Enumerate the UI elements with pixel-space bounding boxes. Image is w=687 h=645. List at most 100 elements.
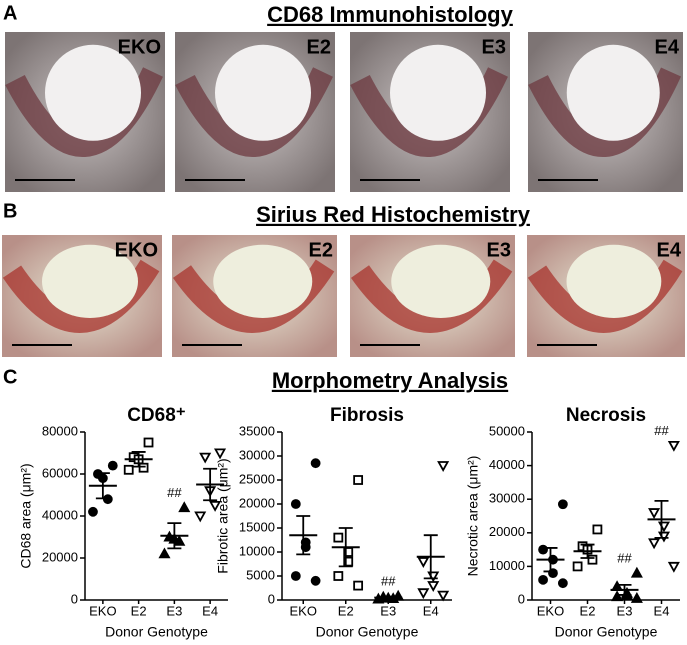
data-point bbox=[290, 499, 301, 509]
y-tick-label: 20000 bbox=[239, 495, 275, 510]
data-point bbox=[417, 588, 430, 600]
lumen bbox=[215, 44, 311, 141]
x-tick-label: EKO bbox=[290, 603, 317, 618]
lumen bbox=[566, 244, 662, 318]
x-tick-label: E4 bbox=[423, 603, 439, 618]
y-tick-label: 0 bbox=[518, 591, 525, 606]
lumen bbox=[42, 244, 138, 318]
image-label: E2 bbox=[307, 36, 331, 58]
data-point bbox=[538, 574, 548, 585]
error-bar bbox=[423, 534, 438, 580]
x-tick-label: EKO bbox=[89, 603, 116, 618]
data-point bbox=[138, 462, 149, 473]
panel-title: CD68 Immunohistology bbox=[267, 2, 513, 27]
image-label: E3 bbox=[482, 36, 506, 58]
error-bar bbox=[338, 527, 353, 568]
data-point bbox=[333, 532, 344, 543]
y-tick-label: 0 bbox=[268, 591, 275, 606]
data-point bbox=[173, 534, 186, 546]
y-tick-label: 0 bbox=[71, 591, 78, 606]
y-tick-label: 35000 bbox=[239, 423, 275, 438]
data-point bbox=[417, 557, 430, 568]
x-tick-label: E4 bbox=[654, 603, 670, 618]
x-axis-label: Donor Genotype bbox=[316, 624, 419, 640]
y-tick-label: 50000 bbox=[489, 423, 525, 438]
image-label: E2 bbox=[309, 239, 333, 261]
data-point bbox=[290, 571, 301, 581]
panel-title: Morphometry Analysis bbox=[272, 368, 508, 393]
data-point bbox=[333, 571, 344, 581]
y-tick-label: 80000 bbox=[42, 423, 78, 438]
data-point bbox=[213, 448, 227, 460]
data-point bbox=[158, 547, 171, 559]
error-bar bbox=[203, 467, 218, 502]
error-bar bbox=[654, 499, 669, 539]
y-tick-label: 60000 bbox=[42, 465, 78, 480]
chart-title: CD68⁺ bbox=[127, 405, 186, 426]
chart-title: Fibrosis bbox=[330, 405, 404, 426]
x-tick-label: E3 bbox=[380, 603, 396, 618]
x-tick-label: E2 bbox=[131, 603, 147, 618]
data-point bbox=[630, 591, 643, 603]
data-point bbox=[667, 561, 680, 573]
data-point bbox=[310, 575, 321, 586]
y-axis-label: Fibrotic area (μm²) bbox=[215, 458, 231, 573]
significance-label: ## bbox=[617, 551, 632, 566]
lumen bbox=[391, 244, 491, 318]
x-tick-label: E4 bbox=[202, 603, 218, 618]
y-axis-label: Necrotic area (μm²) bbox=[465, 456, 481, 577]
data-point bbox=[353, 580, 364, 591]
data-point bbox=[592, 524, 603, 535]
y-tick-label: 5000 bbox=[246, 567, 275, 582]
y-tick-label: 30000 bbox=[239, 447, 275, 462]
lumen bbox=[213, 244, 313, 318]
data-point bbox=[427, 581, 440, 592]
data-point bbox=[194, 511, 207, 523]
data-point bbox=[648, 538, 661, 550]
data-point bbox=[123, 464, 134, 475]
x-tick-label: E3 bbox=[617, 603, 633, 618]
panel-label: C bbox=[3, 366, 17, 388]
image-label: E4 bbox=[655, 36, 680, 58]
data-point bbox=[538, 544, 548, 555]
data-point bbox=[572, 561, 583, 572]
image-label: E4 bbox=[657, 239, 682, 261]
data-point bbox=[437, 590, 450, 602]
significance-label: ## bbox=[381, 574, 396, 589]
x-tick-label: E3 bbox=[166, 603, 182, 618]
error-bar bbox=[131, 451, 146, 468]
data-point bbox=[143, 437, 154, 448]
panel-label: A bbox=[3, 2, 17, 24]
lumen bbox=[566, 44, 660, 141]
y-tick-label: 25000 bbox=[239, 471, 275, 486]
y-tick-label: 20000 bbox=[42, 549, 78, 564]
data-point bbox=[611, 590, 624, 602]
error-bar bbox=[543, 547, 558, 573]
y-axis-label: CD68 area (μm²) bbox=[18, 463, 34, 568]
significance-label: ## bbox=[167, 485, 182, 500]
image-label: E3 bbox=[487, 239, 511, 261]
data-point bbox=[648, 508, 661, 519]
y-tick-label: 20000 bbox=[489, 524, 525, 539]
x-tick-label: EKO bbox=[537, 603, 564, 618]
panel-title: Sirius Red Histochemistry bbox=[256, 202, 531, 227]
image-label: EKO bbox=[118, 36, 161, 58]
error-bar bbox=[580, 543, 595, 559]
error-bar bbox=[296, 515, 311, 556]
data-point bbox=[557, 578, 568, 589]
y-tick-label: 40000 bbox=[42, 507, 78, 522]
y-tick-label: 15000 bbox=[239, 519, 275, 534]
panel-label: B bbox=[3, 200, 17, 222]
error-bar bbox=[617, 583, 632, 596]
x-tick-label: E2 bbox=[338, 603, 354, 618]
error-bar bbox=[381, 595, 396, 600]
x-axis-label: Donor Genotype bbox=[105, 624, 208, 640]
lumen bbox=[390, 44, 486, 141]
data-point bbox=[209, 500, 222, 512]
lumen bbox=[45, 44, 141, 141]
error-bar bbox=[95, 472, 110, 500]
data-point bbox=[178, 501, 191, 513]
data-point bbox=[557, 499, 568, 510]
y-tick-label: 40000 bbox=[489, 457, 525, 472]
x-axis-label: Donor Genotype bbox=[555, 624, 658, 640]
